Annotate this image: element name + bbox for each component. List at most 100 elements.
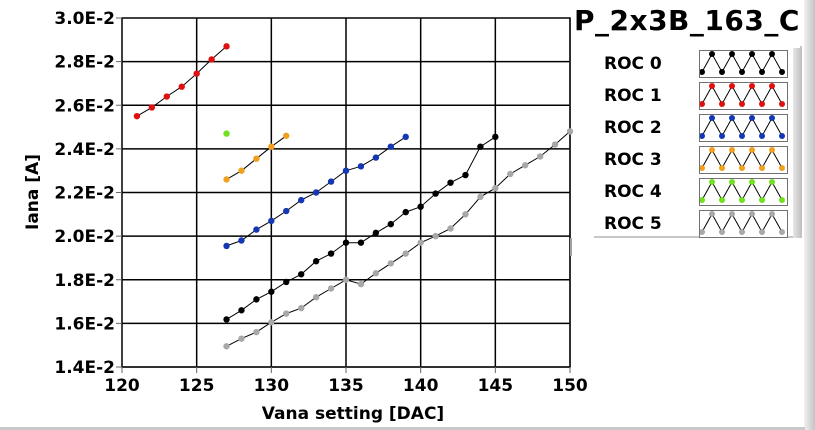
y-tick-label: 2.2E-2 <box>54 184 115 204</box>
legend-marker <box>699 133 705 139</box>
y-tick-label: 1.4E-2 <box>54 358 115 378</box>
data-point <box>342 239 350 246</box>
data-point <box>223 176 230 183</box>
legend-item[interactable]: ROC 4 <box>594 176 794 208</box>
data-point <box>462 171 469 179</box>
legend-marker <box>759 165 765 171</box>
y-axis: 1.4E-2 1.6E-2 1.8E-2 2.0E-2 2.2E-2 2.4E-2 2.6E… <box>54 9 122 378</box>
data-point <box>268 288 275 295</box>
legend-swatch <box>699 146 788 174</box>
data-point <box>522 162 529 169</box>
data-point <box>372 229 380 237</box>
y-tick-label: 1.8E-2 <box>54 271 115 291</box>
data-point <box>402 133 409 141</box>
legend-marker <box>749 211 755 217</box>
data-point <box>492 184 499 192</box>
legend-marker <box>709 211 715 217</box>
bottom-divider <box>0 427 805 430</box>
series-roc-3 <box>223 132 290 183</box>
data-point <box>477 193 484 201</box>
data-point <box>298 304 305 312</box>
data-point <box>432 232 439 240</box>
legend-swatch-graphic <box>699 211 785 235</box>
data-point <box>238 335 245 342</box>
legend-label: ROC 2 <box>604 118 662 138</box>
legend-marker <box>739 133 745 139</box>
data-point <box>387 143 394 150</box>
x-axis-title: Vana setting [DAC] <box>262 404 444 424</box>
data-point <box>223 316 230 323</box>
legend-marker <box>779 165 785 171</box>
data-point <box>357 280 365 288</box>
legend-marker <box>749 179 755 185</box>
y-tick-label: 2.0E-2 <box>54 227 115 247</box>
data-point <box>387 220 394 228</box>
legend-marker <box>759 197 765 203</box>
data-point <box>283 278 290 286</box>
legend-marker <box>699 101 705 107</box>
legend-marker <box>769 211 775 217</box>
legend-marker <box>739 229 745 235</box>
x-tick-label: 145 <box>478 376 514 396</box>
data-point <box>312 294 320 301</box>
legend-marker <box>759 69 765 75</box>
data-point <box>178 83 185 90</box>
legend-marker <box>759 229 765 235</box>
legend-marker <box>779 133 785 139</box>
legend-marker <box>709 83 715 89</box>
data-point <box>298 271 305 278</box>
data-point <box>268 143 275 150</box>
legend-item[interactable]: ROC 3 <box>594 144 794 176</box>
legend-marker <box>709 51 715 57</box>
data-point <box>417 203 424 210</box>
legend-marker <box>709 147 715 153</box>
legend-marker <box>749 147 755 153</box>
data-point <box>193 70 200 77</box>
data-point <box>223 130 230 137</box>
data-point <box>477 143 484 150</box>
data-point <box>492 133 499 141</box>
legend-item[interactable]: ROC 1 <box>594 80 794 112</box>
data-point <box>507 170 514 178</box>
legend-marker <box>719 69 725 75</box>
series-roc-0 <box>223 133 499 323</box>
legend-marker <box>779 197 785 203</box>
legend-marker <box>769 179 775 185</box>
legend-marker <box>739 69 745 75</box>
legend-marker <box>769 147 775 153</box>
data-point <box>447 179 454 186</box>
legend-swatch-graphic <box>699 83 785 107</box>
legend-scrollbar[interactable] <box>793 48 802 238</box>
data-point <box>462 211 469 218</box>
data-point <box>208 56 215 63</box>
legend-item[interactable]: ROC 2 <box>594 112 794 144</box>
legend-label: ROC 4 <box>604 182 662 202</box>
data-point <box>238 237 245 244</box>
series-roc-1 <box>133 43 230 120</box>
legend-label: ROC 3 <box>604 150 662 170</box>
data-point <box>268 217 275 225</box>
data-point <box>402 208 409 216</box>
legend-marker <box>699 197 705 203</box>
data-point <box>253 155 260 162</box>
legend-marker <box>739 101 745 107</box>
legend-item[interactable]: ROC 5 <box>594 208 794 240</box>
legend-item[interactable]: ROC 0 <box>594 48 794 80</box>
series-roc-5 <box>223 128 574 350</box>
legend-label: ROC 0 <box>604 54 662 74</box>
legend-marker <box>779 101 785 107</box>
legend-marker <box>729 83 735 89</box>
data-point <box>283 310 290 317</box>
data-point <box>432 190 439 197</box>
x-tick-label: 140 <box>403 376 439 396</box>
data-point <box>387 260 394 267</box>
data-point <box>133 112 141 120</box>
data-point <box>327 250 335 257</box>
legend-marker <box>699 165 705 171</box>
window-scrollbar[interactable] <box>804 0 815 430</box>
x-tick-label: 120 <box>104 376 140 396</box>
data-point <box>238 167 245 174</box>
legend-label: ROC 5 <box>604 214 662 234</box>
legend-marker <box>749 83 755 89</box>
y-tick-label: 2.8E-2 <box>54 53 115 73</box>
